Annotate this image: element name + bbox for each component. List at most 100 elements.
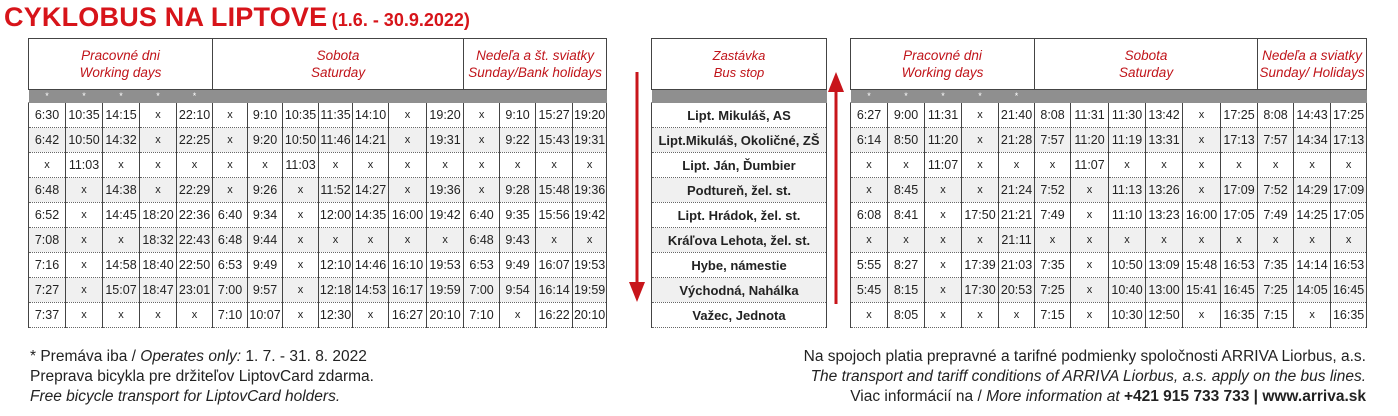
group-label-en: Working days [79,65,162,80]
departure-time: x [1070,177,1110,203]
departure-time: 19:59 [572,277,608,303]
departure-time: 23:01 [175,277,214,303]
departure-time: x [924,302,962,328]
departure-time: 6:30 [28,102,66,128]
departure-time: 14:58 [102,252,140,278]
operates-only-marker [1182,89,1222,103]
contact-info: Viac informácií na / More information at… [850,388,1366,405]
departure-time: x [65,177,103,203]
departure-time: 6:48 [28,177,66,203]
departure-time: 21:03 [997,252,1036,278]
departure-time: x [139,302,177,328]
operates-only-marker: * [102,89,140,103]
departure-time: 14:35 [352,202,390,228]
bus-stop-name: Lipt.Mikuláš, Okoličné, ZŠ [651,127,827,153]
departure-time: 9:54 [499,277,537,303]
departure-time: 8:27 [887,252,925,278]
departure-time: 11:20 [924,127,962,153]
departure-time: 12:10 [318,252,354,278]
departure-time: 9:10 [499,102,537,128]
departure-time: 14:38 [102,177,140,203]
departure-time: x [850,302,888,328]
title-main: CYKLOBUS NA LIPTOVE [4,2,328,32]
departure-time: 14:29 [1293,177,1332,203]
table-row: x x x x 21:11 x x x x x x x x x [850,227,1368,253]
departure-time: 8:50 [887,127,925,153]
departure-time: x [352,152,390,178]
departure-time: 19:36 [572,177,608,203]
departure-time: 19:53 [426,252,465,278]
departure-time: 8:45 [887,177,925,203]
departure-time: x [282,227,320,253]
departure-time: 7:57 [1257,127,1295,153]
departure-time: 11:19 [1108,127,1147,153]
departure-time: x [1070,277,1110,303]
group-label-sk: Pracovné dni [903,48,982,63]
departure-time: x [65,252,103,278]
departure-time: 7:35 [1257,252,1295,278]
departure-time: 7:35 [1034,252,1072,278]
timetable-outbound: Pracovné dni Working days Sobota Saturday Ne… [27,38,608,328]
operates-only-marker [352,89,390,103]
table-row: Lipt. Ján, Ďumbier [651,152,827,178]
departure-time: 7:10 [212,302,249,328]
departure-time: x [1257,227,1295,253]
departure-time: 19:42 [426,202,465,228]
departure-time: x [388,227,428,253]
table-row: Lipt. Mikuláš, AS [651,102,827,128]
departure-time: 13:31 [1145,127,1184,153]
departure-time: 11:07 [924,152,962,178]
departure-time: x [924,277,962,303]
departure-time: x [1182,227,1222,253]
departure-time: 17:30 [961,277,999,303]
departure-time: 17:13 [1220,127,1259,153]
departure-time: x [212,127,249,153]
table-row: 6:14 8:50 11:20 x 21:28 7:57 11:20 11:19 13:31 x 1… [850,127,1368,153]
departure-time: x [499,302,537,328]
departure-time: 20:10 [572,302,608,328]
operates-only-marker: * [887,89,925,103]
bus-stop-name: Hybe, námestie [651,252,827,278]
departure-time: x [924,227,962,253]
website-link[interactable]: www.arriva.sk [1262,388,1366,405]
departure-time: x [961,102,999,128]
departure-time: 6:52 [28,202,66,228]
departure-time: x [1034,152,1072,178]
departure-time: x [28,152,66,178]
departure-time: 14:25 [1293,202,1332,228]
operates-only-marker [463,89,501,103]
departure-time: 17:09 [1330,177,1368,203]
departure-time: 19:31 [572,127,608,153]
departure-time: 12:00 [318,202,354,228]
group-label-sk: Pracovné dni [81,48,160,63]
departure-time: x [282,177,320,203]
departure-time: 16:45 [1330,277,1368,303]
departure-time: 6:53 [463,252,501,278]
departure-time: 10:50 [282,127,320,153]
departure-time: x [961,177,999,203]
return-group-header: Sobota Saturday [1034,38,1259,90]
departure-time: 6:53 [212,252,249,278]
bus-stop-header: Zastávka Bus stop [651,38,827,90]
table-row: 5:45 8:15 x 17:30 20:53 7:25 x 10:40 13:00 15:41 1… [850,277,1368,303]
departure-time: x [1070,252,1110,278]
departure-time: x [352,302,390,328]
departure-time: 6:40 [212,202,249,228]
operates-only-marker [1070,89,1110,103]
departure-time: x [961,302,999,328]
operates-only-marker: * [28,89,66,103]
phone-number[interactable]: +421 915 733 733 [1123,388,1250,405]
table-row: 6:48 x 14:38 x 22:29 x 9:26 x 11:52 14:27 x 19:36 x 9… [28,177,608,203]
departure-time: x [1220,227,1259,253]
departure-time: x [1220,152,1259,178]
group-label-sk: Nedeľa a sviatky [1262,48,1362,63]
operates-only-marker: * [997,89,1036,103]
departure-time: x [1182,152,1222,178]
departure-time: 15:07 [102,277,140,303]
timetable-return: Pracovné dni Working days Sobota Saturday Ne… [849,38,1368,328]
departure-time: 11:13 [1108,177,1147,203]
bus-stop-name: Kráľova Lehota, žel. st. [651,227,827,253]
departure-time: x [572,152,608,178]
up-arrow-icon [828,72,844,304]
bus-stop-name: Lipt. Mikuláš, AS [651,102,827,128]
